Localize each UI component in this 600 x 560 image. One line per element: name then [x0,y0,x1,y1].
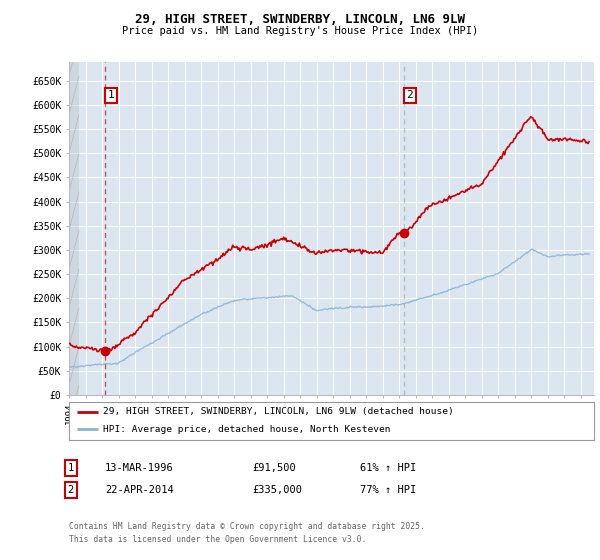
Text: 22-APR-2014: 22-APR-2014 [105,485,174,495]
Text: HPI: Average price, detached house, North Kesteven: HPI: Average price, detached house, Nort… [103,425,391,434]
Text: 61% ↑ HPI: 61% ↑ HPI [360,463,416,473]
Text: £91,500: £91,500 [252,463,296,473]
Text: Price paid vs. HM Land Registry's House Price Index (HPI): Price paid vs. HM Land Registry's House … [122,26,478,36]
Text: 29, HIGH STREET, SWINDERBY, LINCOLN, LN6 9LW (detached house): 29, HIGH STREET, SWINDERBY, LINCOLN, LN6… [103,407,454,416]
Text: 2: 2 [68,485,74,495]
Text: 1: 1 [108,90,115,100]
Text: 13-MAR-1996: 13-MAR-1996 [105,463,174,473]
Text: 2: 2 [407,90,413,100]
Text: 29, HIGH STREET, SWINDERBY, LINCOLN, LN6 9LW: 29, HIGH STREET, SWINDERBY, LINCOLN, LN6… [135,13,465,26]
Text: 77% ↑ HPI: 77% ↑ HPI [360,485,416,495]
Text: Contains HM Land Registry data © Crown copyright and database right 2025.
This d: Contains HM Land Registry data © Crown c… [69,522,425,544]
Text: 1: 1 [68,463,74,473]
Text: £335,000: £335,000 [252,485,302,495]
